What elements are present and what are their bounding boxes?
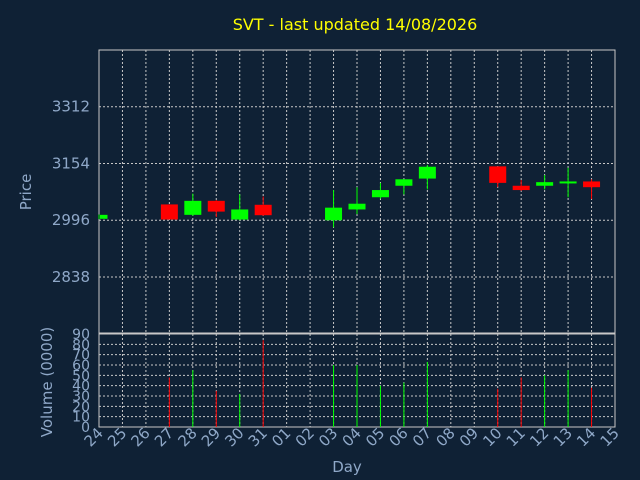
price-tick-label: 3154 (52, 154, 90, 172)
day-tick-label: 28 (174, 424, 200, 450)
day-tick-label: 08 (432, 424, 458, 450)
price-tick-label: 2838 (52, 268, 90, 286)
day-tick-label: 11 (503, 424, 529, 450)
day-tick-label: 10 (479, 424, 505, 450)
day-tick-label: 14 (573, 424, 599, 450)
candle-body-07 (418, 166, 436, 179)
volume-tick-label: 70 (72, 348, 90, 364)
day-tick-label: 12 (526, 424, 552, 450)
volume-axis-label: Volume (0000) (38, 327, 56, 437)
day-tick-label: 04 (339, 424, 365, 450)
candle-body-13 (559, 181, 577, 184)
candle-body-29 (207, 200, 225, 212)
day-tick-label: 25 (104, 424, 130, 450)
x-axis-label: Day (332, 458, 362, 476)
candle-body-06 (395, 179, 413, 186)
day-tick-label: 02 (292, 424, 318, 450)
day-tick-label: 07 (409, 424, 435, 450)
volume-tick-label: 10 (72, 410, 90, 426)
volume-tick-label: 30 (72, 389, 90, 405)
volume-tick-label: 0 (81, 420, 90, 436)
day-tick-label: 27 (151, 424, 177, 450)
candle-body-30 (231, 209, 249, 220)
volume-tick-label: 90 (72, 327, 90, 343)
candle-body-28 (184, 200, 202, 215)
day-tick-label: 01 (268, 424, 294, 450)
candle-body-11 (512, 185, 530, 191)
day-tick-label: 09 (456, 424, 482, 450)
price-tick-label: 2996 (52, 211, 90, 229)
volume-tick-label: 40 (72, 379, 90, 395)
day-tick-label: 30 (221, 424, 247, 450)
candle-body-31 (254, 204, 272, 216)
day-tick-label: 15 (597, 424, 623, 450)
price-panel-frame (98, 49, 616, 334)
day-tick-label: 29 (198, 424, 224, 450)
candle-body-05 (371, 190, 389, 198)
candle-body-14 (583, 181, 601, 188)
day-tick-label: 03 (315, 424, 341, 450)
price-axis-label: Price (17, 174, 35, 211)
day-tick-label: 13 (550, 424, 576, 450)
candle-body-03 (325, 207, 343, 221)
chart-title: SVT - last updated 14/08/2026 (233, 15, 478, 34)
day-tick-label: 05 (362, 424, 388, 450)
volume-tick-label: 20 (72, 399, 90, 415)
volume-tick-label: 80 (72, 337, 90, 353)
day-tick-label: 06 (386, 424, 412, 450)
day-tick-label: 26 (128, 424, 154, 450)
candle-body-10 (489, 166, 507, 183)
candle-body-04 (348, 203, 366, 210)
volume-tick-label: 60 (72, 358, 90, 374)
candle-body-12 (536, 182, 554, 186)
candle-body-24 (100, 214, 108, 219)
price-tick-label: 3312 (52, 98, 90, 116)
day-tick-label: 31 (245, 424, 271, 450)
candle-body-27 (160, 204, 178, 220)
volume-tick-label: 50 (72, 368, 90, 384)
